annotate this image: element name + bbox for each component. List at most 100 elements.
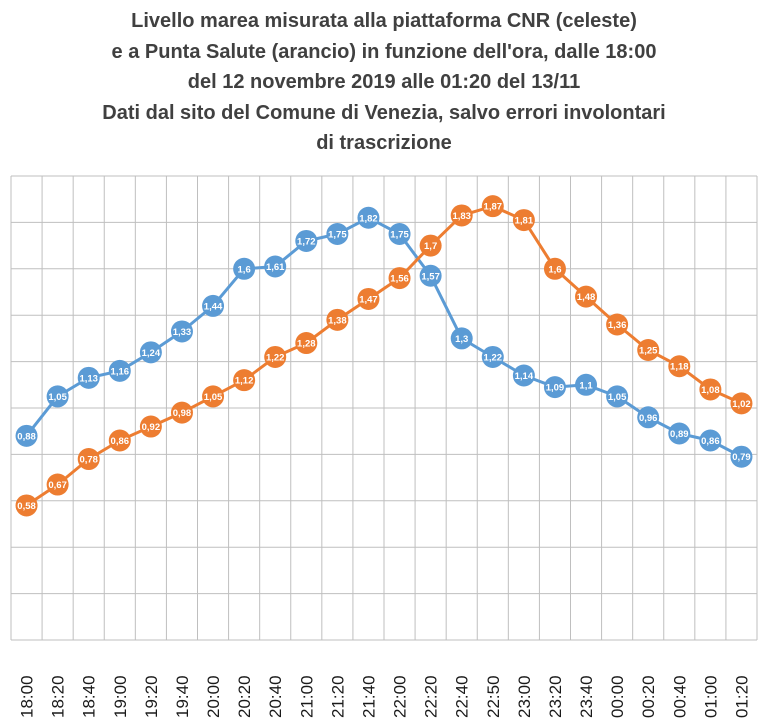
point-marker bbox=[108, 429, 131, 452]
point-value-label: 1,24 bbox=[142, 348, 161, 359]
point-marker bbox=[108, 359, 131, 382]
point-marker bbox=[139, 415, 162, 438]
x-tick-label: 01:00 bbox=[701, 675, 720, 718]
data-point: 1,3 bbox=[450, 327, 473, 350]
point-marker bbox=[326, 223, 349, 245]
point-value-label: 0,67 bbox=[48, 480, 67, 491]
point-value-label: 1,47 bbox=[359, 294, 378, 305]
point-value-label: 1,75 bbox=[390, 230, 409, 241]
x-tick-label: 23:40 bbox=[577, 675, 596, 718]
x-tick-label: 19:40 bbox=[173, 675, 192, 718]
point-marker bbox=[202, 294, 225, 317]
point-value-label: 1,57 bbox=[421, 271, 440, 282]
data-point: 1,12 bbox=[233, 369, 256, 392]
point-marker bbox=[46, 385, 69, 408]
point-value-label: 1,28 bbox=[297, 339, 316, 350]
point-value-label: 1,02 bbox=[732, 399, 751, 410]
point-marker bbox=[637, 406, 660, 429]
data-point: 0,79 bbox=[730, 445, 753, 468]
title-line-2: e a Punta Salute (arancio) in funzione d… bbox=[111, 40, 657, 63]
data-point: 1,1 bbox=[575, 373, 598, 396]
x-tick-label: 18:00 bbox=[18, 675, 37, 718]
point-value-label: 0,78 bbox=[79, 455, 98, 466]
point-marker bbox=[233, 369, 256, 392]
point-marker bbox=[77, 448, 100, 471]
point-value-label: 1,3 bbox=[455, 334, 468, 345]
point-value-label: 1,22 bbox=[266, 352, 285, 363]
data-point: 1,47 bbox=[357, 287, 380, 310]
point-marker bbox=[512, 364, 535, 387]
point-marker bbox=[637, 339, 660, 361]
x-tick-label: 01:20 bbox=[732, 675, 751, 718]
data-point: 1,24 bbox=[139, 341, 162, 364]
data-point: 1,08 bbox=[699, 378, 722, 401]
data-point: 0,98 bbox=[170, 401, 193, 424]
point-marker bbox=[606, 313, 629, 336]
x-tick-label: 21:40 bbox=[359, 675, 378, 718]
point-marker bbox=[730, 445, 753, 468]
point-marker bbox=[170, 401, 193, 424]
x-tick-label: 22:40 bbox=[453, 675, 472, 718]
x-tick-label: 18:20 bbox=[49, 675, 68, 718]
point-value-label: 0,92 bbox=[142, 422, 161, 433]
point-value-label: 1,25 bbox=[639, 346, 658, 357]
data-point: 1,87 bbox=[481, 195, 504, 218]
data-point: 0,88 bbox=[15, 424, 38, 447]
point-marker bbox=[295, 229, 318, 252]
point-value-label: 0,96 bbox=[639, 413, 658, 424]
data-point: 0,96 bbox=[637, 406, 660, 429]
title-line-1: Livello marea misurata alla piattaforma … bbox=[131, 10, 637, 32]
data-point: 1,48 bbox=[575, 285, 598, 308]
point-value-label: 1,12 bbox=[235, 376, 254, 387]
point-marker bbox=[46, 473, 69, 496]
data-point: 1,28 bbox=[295, 332, 318, 355]
series-points: 0,88 1,05 1,13 1,16 1,24 1,33 1,44 1,6 1,61 1,72 1… bbox=[15, 195, 753, 517]
point-marker bbox=[357, 287, 380, 310]
title-line-5: di trascrizione bbox=[316, 132, 452, 154]
data-point: 1,6 bbox=[543, 257, 566, 280]
point-marker bbox=[388, 267, 411, 290]
x-tick-label: 21:20 bbox=[328, 675, 347, 718]
data-point: 1,02 bbox=[730, 392, 753, 415]
x-tick-label: 00:40 bbox=[670, 675, 689, 718]
point-value-label: 1,61 bbox=[266, 262, 285, 273]
point-value-label: 0,98 bbox=[173, 408, 192, 419]
x-tick-label: 22:20 bbox=[422, 675, 441, 718]
point-value-label: 0,58 bbox=[17, 501, 36, 512]
point-marker bbox=[295, 332, 318, 355]
point-value-label: 1,6 bbox=[548, 264, 561, 275]
x-tick-label: 23:20 bbox=[546, 675, 565, 718]
point-marker bbox=[170, 320, 193, 343]
data-point: 1,36 bbox=[606, 313, 629, 336]
x-tick-label: 20:20 bbox=[235, 675, 254, 718]
point-marker bbox=[512, 209, 535, 232]
point-value-label: 0,86 bbox=[701, 436, 720, 447]
data-point: 1,38 bbox=[326, 308, 349, 331]
point-marker bbox=[15, 424, 38, 447]
point-marker bbox=[606, 385, 629, 408]
data-point: 1,75 bbox=[326, 223, 349, 245]
point-value-label: 1,05 bbox=[204, 392, 223, 403]
x-tick-label: 21:00 bbox=[297, 675, 316, 718]
data-point: 1,61 bbox=[264, 255, 287, 278]
x-tick-label: 20:40 bbox=[266, 675, 285, 718]
x-tick-label: 23:00 bbox=[515, 675, 534, 718]
point-marker bbox=[264, 345, 287, 368]
point-marker bbox=[388, 223, 411, 245]
data-point: 1,57 bbox=[419, 264, 442, 287]
point-value-label: 0,89 bbox=[670, 429, 689, 440]
point-marker bbox=[419, 264, 442, 287]
data-point: 0,86 bbox=[699, 429, 722, 452]
point-value-label: 1,44 bbox=[204, 301, 223, 312]
point-value-label: 1,7 bbox=[424, 241, 437, 252]
point-value-label: 1,87 bbox=[484, 202, 503, 213]
title-line-3: del 12 novembre 2019 alle 01:20 del 13/1… bbox=[187, 71, 581, 93]
point-value-label: 1,13 bbox=[79, 373, 98, 384]
x-tick-label: 19:20 bbox=[142, 675, 161, 718]
x-tick-label: 00:20 bbox=[639, 675, 658, 718]
data-point: 1,83 bbox=[450, 204, 473, 227]
point-marker bbox=[730, 392, 753, 415]
point-marker bbox=[543, 376, 566, 399]
point-value-label: 0,79 bbox=[732, 452, 751, 463]
point-value-label: 1,81 bbox=[515, 216, 534, 227]
